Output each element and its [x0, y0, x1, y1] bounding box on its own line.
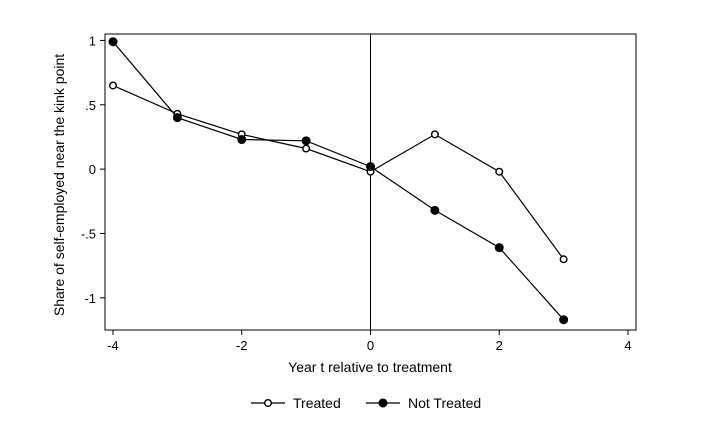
data-point: [108, 81, 117, 90]
data-point: [172, 113, 182, 123]
series-not-treated: [108, 37, 569, 325]
y-tick-label: 0: [89, 162, 96, 177]
data-point: [495, 167, 504, 176]
y-tick-label: -1: [84, 291, 96, 306]
data-point: [430, 130, 439, 139]
x-tick-label: 2: [496, 338, 503, 353]
legend-item: Not Treated: [366, 395, 481, 411]
y-axis-label: Share of self-employed near the kink poi…: [51, 54, 67, 316]
x-tick-label: 4: [624, 338, 631, 353]
data-point: [494, 243, 504, 253]
x-tick-label: -2: [236, 338, 248, 353]
x-axis: -4 -2 0 2 4: [107, 330, 632, 353]
series-treated: [108, 81, 568, 264]
legend-label: Not Treated: [408, 395, 481, 411]
series-line: [112, 41, 565, 321]
data-point: [559, 255, 568, 264]
y-tick-label: .5: [85, 98, 96, 113]
legend-label: Treated: [293, 395, 341, 411]
data-point: [301, 136, 311, 146]
data-point: [430, 205, 440, 215]
series-line: [112, 84, 565, 260]
y-axis: 1 .5 0 -.5 -1: [81, 33, 105, 306]
y-tick-label: 1: [89, 33, 96, 48]
x-axis-label: Year t relative to treatment: [288, 359, 452, 375]
data-point: [108, 37, 118, 47]
legend-marker: [264, 399, 273, 408]
legend-item: Treated: [251, 395, 341, 411]
x-tick-label: 0: [367, 338, 374, 353]
y-tick-label: -.5: [81, 226, 96, 241]
legend: Treated Not Treated: [251, 395, 481, 411]
x-tick-label: -4: [107, 338, 119, 353]
data-point: [302, 144, 311, 153]
data-point: [237, 135, 247, 145]
series-layer: [108, 37, 569, 325]
data-point: [366, 162, 376, 172]
legend-marker: [378, 398, 388, 408]
data-point: [559, 315, 569, 325]
